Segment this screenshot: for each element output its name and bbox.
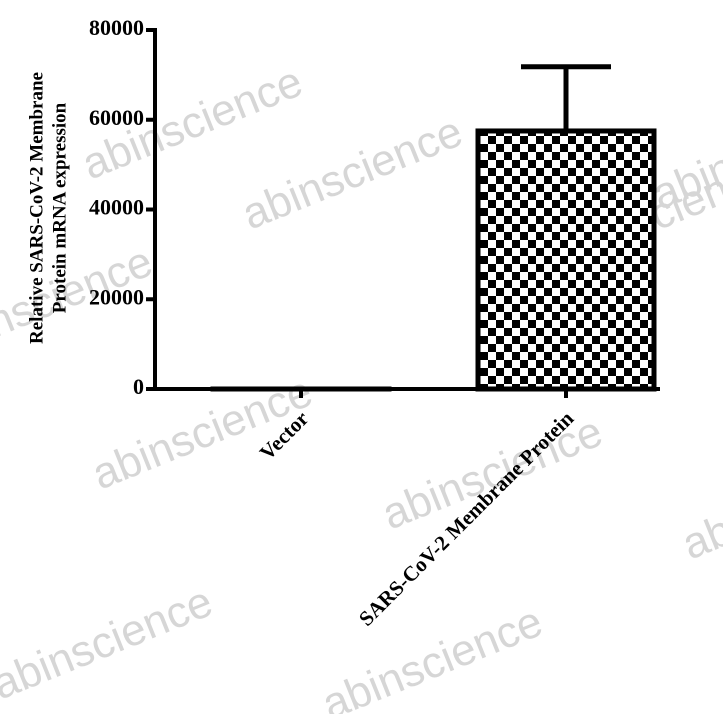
error-bar	[521, 64, 611, 131]
plot: 0 20000 40000 60000 80000 Relative SARS-CoV-2…	[26, 15, 660, 631]
watermark: abinscience	[645, 87, 723, 219]
watermark: abinscience	[315, 597, 549, 714]
y-tick-label: 60000	[89, 105, 144, 130]
y-axis-label: Relative SARS-CoV-2 Membrane	[26, 72, 47, 344]
y-tick-label: 80000	[89, 15, 144, 40]
watermark: abinscience	[0, 577, 219, 709]
y-tick-label: 20000	[89, 284, 144, 309]
watermark: abinscience	[235, 107, 469, 239]
y-axis-label: Protein mRNA expression	[49, 102, 70, 313]
y-tick-label: 40000	[89, 195, 144, 220]
watermark: abinscience	[675, 437, 723, 569]
y-tick-label: 0	[133, 374, 144, 399]
bar	[475, 128, 657, 392]
